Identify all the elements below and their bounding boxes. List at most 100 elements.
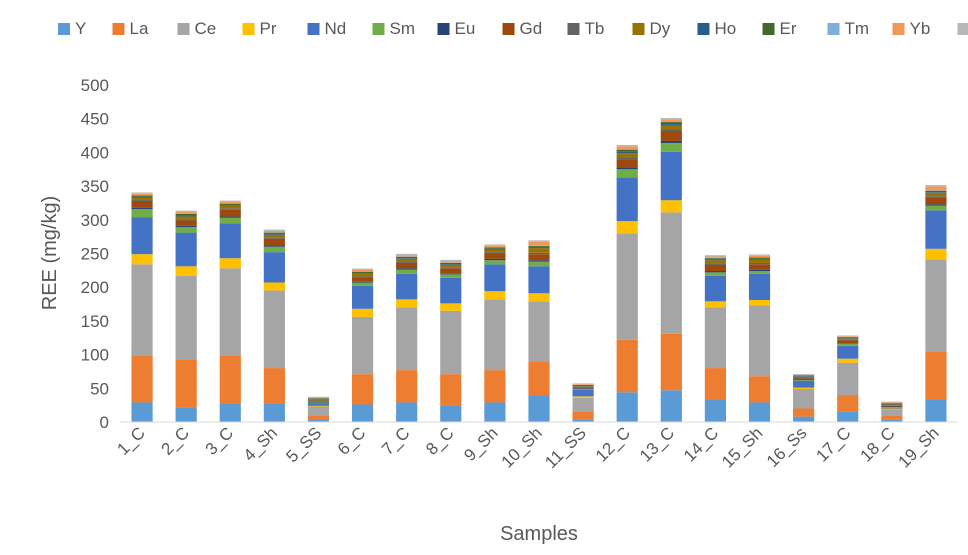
bar-segment xyxy=(352,309,373,317)
bar-segment xyxy=(528,293,549,301)
bar-segment xyxy=(617,233,638,339)
bar-segment xyxy=(705,265,726,271)
bar-segment xyxy=(661,143,682,152)
bar-segment xyxy=(396,259,417,262)
bar-segment xyxy=(573,388,594,389)
bar-segment xyxy=(925,351,946,399)
bar-segment xyxy=(749,271,770,274)
bar-segment xyxy=(837,336,858,337)
bar-segment xyxy=(661,132,682,141)
bar-segment xyxy=(220,258,241,268)
bar-segment xyxy=(661,122,682,124)
bar-segment xyxy=(440,274,461,277)
bar-segment xyxy=(352,276,373,277)
bar-segment xyxy=(440,311,461,374)
bar-segment xyxy=(661,121,682,122)
bar-segment xyxy=(484,402,505,422)
bar-segment xyxy=(837,338,858,339)
bar-segment xyxy=(793,378,814,379)
bar-segment xyxy=(837,344,858,346)
bar-segment xyxy=(176,360,197,407)
bar-segment xyxy=(131,197,152,198)
bar-segment xyxy=(749,258,770,259)
bar-segment xyxy=(705,264,726,265)
bars-group xyxy=(131,118,946,422)
bar-segment xyxy=(352,404,373,422)
bar-segment xyxy=(749,256,770,257)
bar-segment xyxy=(925,206,946,211)
bar-segment xyxy=(881,402,902,403)
bar-segment xyxy=(308,399,329,400)
bar-segment xyxy=(749,274,770,300)
bar-segment xyxy=(308,402,329,403)
y-tick-label: 150 xyxy=(81,312,109,331)
bar-segment xyxy=(617,340,638,393)
legend-label: Pr xyxy=(260,19,277,38)
x-tick-label: 13_C xyxy=(636,423,678,465)
bar-segment xyxy=(793,388,814,389)
bar-segment xyxy=(573,384,594,385)
bar-segment xyxy=(793,417,814,422)
x-tick-label: 8_C xyxy=(422,423,457,458)
legend-item: Sm xyxy=(373,19,416,38)
bar-segment xyxy=(881,407,902,408)
bar-segment xyxy=(131,208,152,209)
bar-segment xyxy=(131,402,152,422)
bar-segment xyxy=(528,301,549,362)
bar-stack xyxy=(528,240,549,422)
legend-item: La xyxy=(113,19,149,38)
bar-segment xyxy=(484,244,505,245)
legend-swatch xyxy=(58,23,70,35)
bar-segment xyxy=(837,359,858,363)
bar-segment xyxy=(176,211,197,212)
bar-segment xyxy=(352,272,373,273)
bar-segment xyxy=(440,278,461,304)
bar-segment xyxy=(264,237,285,238)
bar-stack xyxy=(793,374,814,422)
bar-segment xyxy=(837,338,858,339)
x-tick-label: 3_C xyxy=(202,423,237,458)
legend-swatch xyxy=(568,23,580,35)
bar-segment xyxy=(705,257,726,258)
bar-segment xyxy=(749,259,770,260)
bar-segment xyxy=(749,260,770,263)
legend-item: Ce xyxy=(178,19,217,38)
legend-swatch xyxy=(828,23,840,35)
bar-segment xyxy=(220,208,241,209)
bar-segment xyxy=(705,260,726,263)
bar-segment xyxy=(661,152,682,201)
bar-segment xyxy=(220,223,241,258)
bar-segment xyxy=(881,409,902,415)
legend-swatch xyxy=(373,23,385,35)
bar-segment xyxy=(220,202,241,203)
x-tick-label: 1_C xyxy=(113,423,148,458)
bar-segment xyxy=(440,405,461,422)
bar-segment xyxy=(176,216,197,219)
bar-segment xyxy=(528,240,549,241)
y-tick-label: 0 xyxy=(100,413,109,432)
bar-segment xyxy=(352,269,373,270)
bar-segment xyxy=(264,252,285,282)
bar-segment xyxy=(352,317,373,374)
bar-segment xyxy=(573,387,594,388)
bar-segment xyxy=(131,200,152,201)
y-tick-label: 250 xyxy=(81,245,109,264)
bar-segment xyxy=(484,252,505,253)
bar-segment xyxy=(308,400,329,401)
bar-segment xyxy=(617,145,638,146)
x-tick-label: 12_C xyxy=(592,423,634,465)
bar-stack xyxy=(881,402,902,422)
bar-segment xyxy=(793,375,814,376)
bar-segment xyxy=(308,397,329,398)
bar-segment xyxy=(131,355,152,402)
bar-segment xyxy=(749,270,770,271)
bar-segment xyxy=(352,374,373,404)
bar-segment xyxy=(176,227,197,232)
bar-segment xyxy=(176,214,197,215)
bar-segment xyxy=(176,220,197,225)
bar-segment xyxy=(881,406,902,407)
bar-segment xyxy=(749,264,770,269)
bar-segment xyxy=(528,260,549,261)
